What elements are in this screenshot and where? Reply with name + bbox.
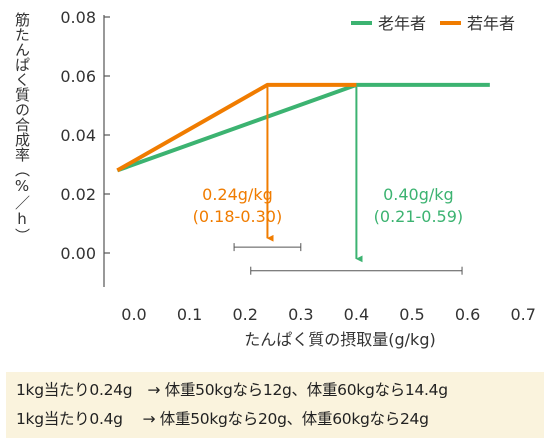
- legend-label-young: 若年者: [467, 14, 515, 33]
- legend-label-elderly: 老年者: [378, 14, 426, 33]
- series-line-young: [116, 82, 357, 173]
- y-tick-label: 0.04: [60, 126, 96, 145]
- threshold-value-young: 0.24g/kg: [202, 185, 273, 204]
- x-tick-label: 0.5: [399, 305, 424, 324]
- x-tick-label: 0.0: [121, 305, 146, 324]
- chart: 筋たんぱく質の合成率（%／h） 0.00 0.02 0.04 0.06 0.08 0.0…: [13, 8, 536, 349]
- x-tick-label: 0.3: [288, 305, 313, 324]
- x-tick-label: 0.2: [232, 305, 257, 324]
- y-tick-label: 0.08: [60, 8, 96, 27]
- note-line-young: 1kg当たり0.24g → 体重50kgなら12g、体重60kgなら14.4g: [16, 381, 448, 399]
- threshold-range-elderly: (0.21-0.59): [374, 207, 464, 226]
- note-box: 1kg当たり0.24g → 体重50kgなら12g、体重60kgなら14.4g …: [6, 372, 544, 438]
- y-tick-label: 0.02: [60, 185, 96, 204]
- x-tick-label: 0.1: [177, 305, 202, 324]
- y-axis-label: 筋たんぱく質の合成率（%／h）: [13, 12, 31, 243]
- legend: 老年者 若年者: [351, 14, 515, 33]
- x-axis-label: たんぱく質の摂取量(g/kg): [244, 330, 435, 349]
- note-line-elderly: 1kg当たり0.4g → 体重50kgなら20g、体重60kgなら24g: [16, 410, 429, 428]
- x-tick-label: 0.6: [455, 305, 480, 324]
- x-tick-label: 0.7: [510, 305, 535, 324]
- threshold-range-young: (0.18-0.30): [193, 207, 283, 226]
- threshold-value-elderly: 0.40g/kg: [383, 185, 454, 204]
- x-tick-label: 0.4: [344, 305, 369, 324]
- y-tick-label: 0.00: [60, 244, 96, 263]
- series-line-elderly: [116, 82, 490, 173]
- y-tick-label: 0.06: [60, 67, 96, 86]
